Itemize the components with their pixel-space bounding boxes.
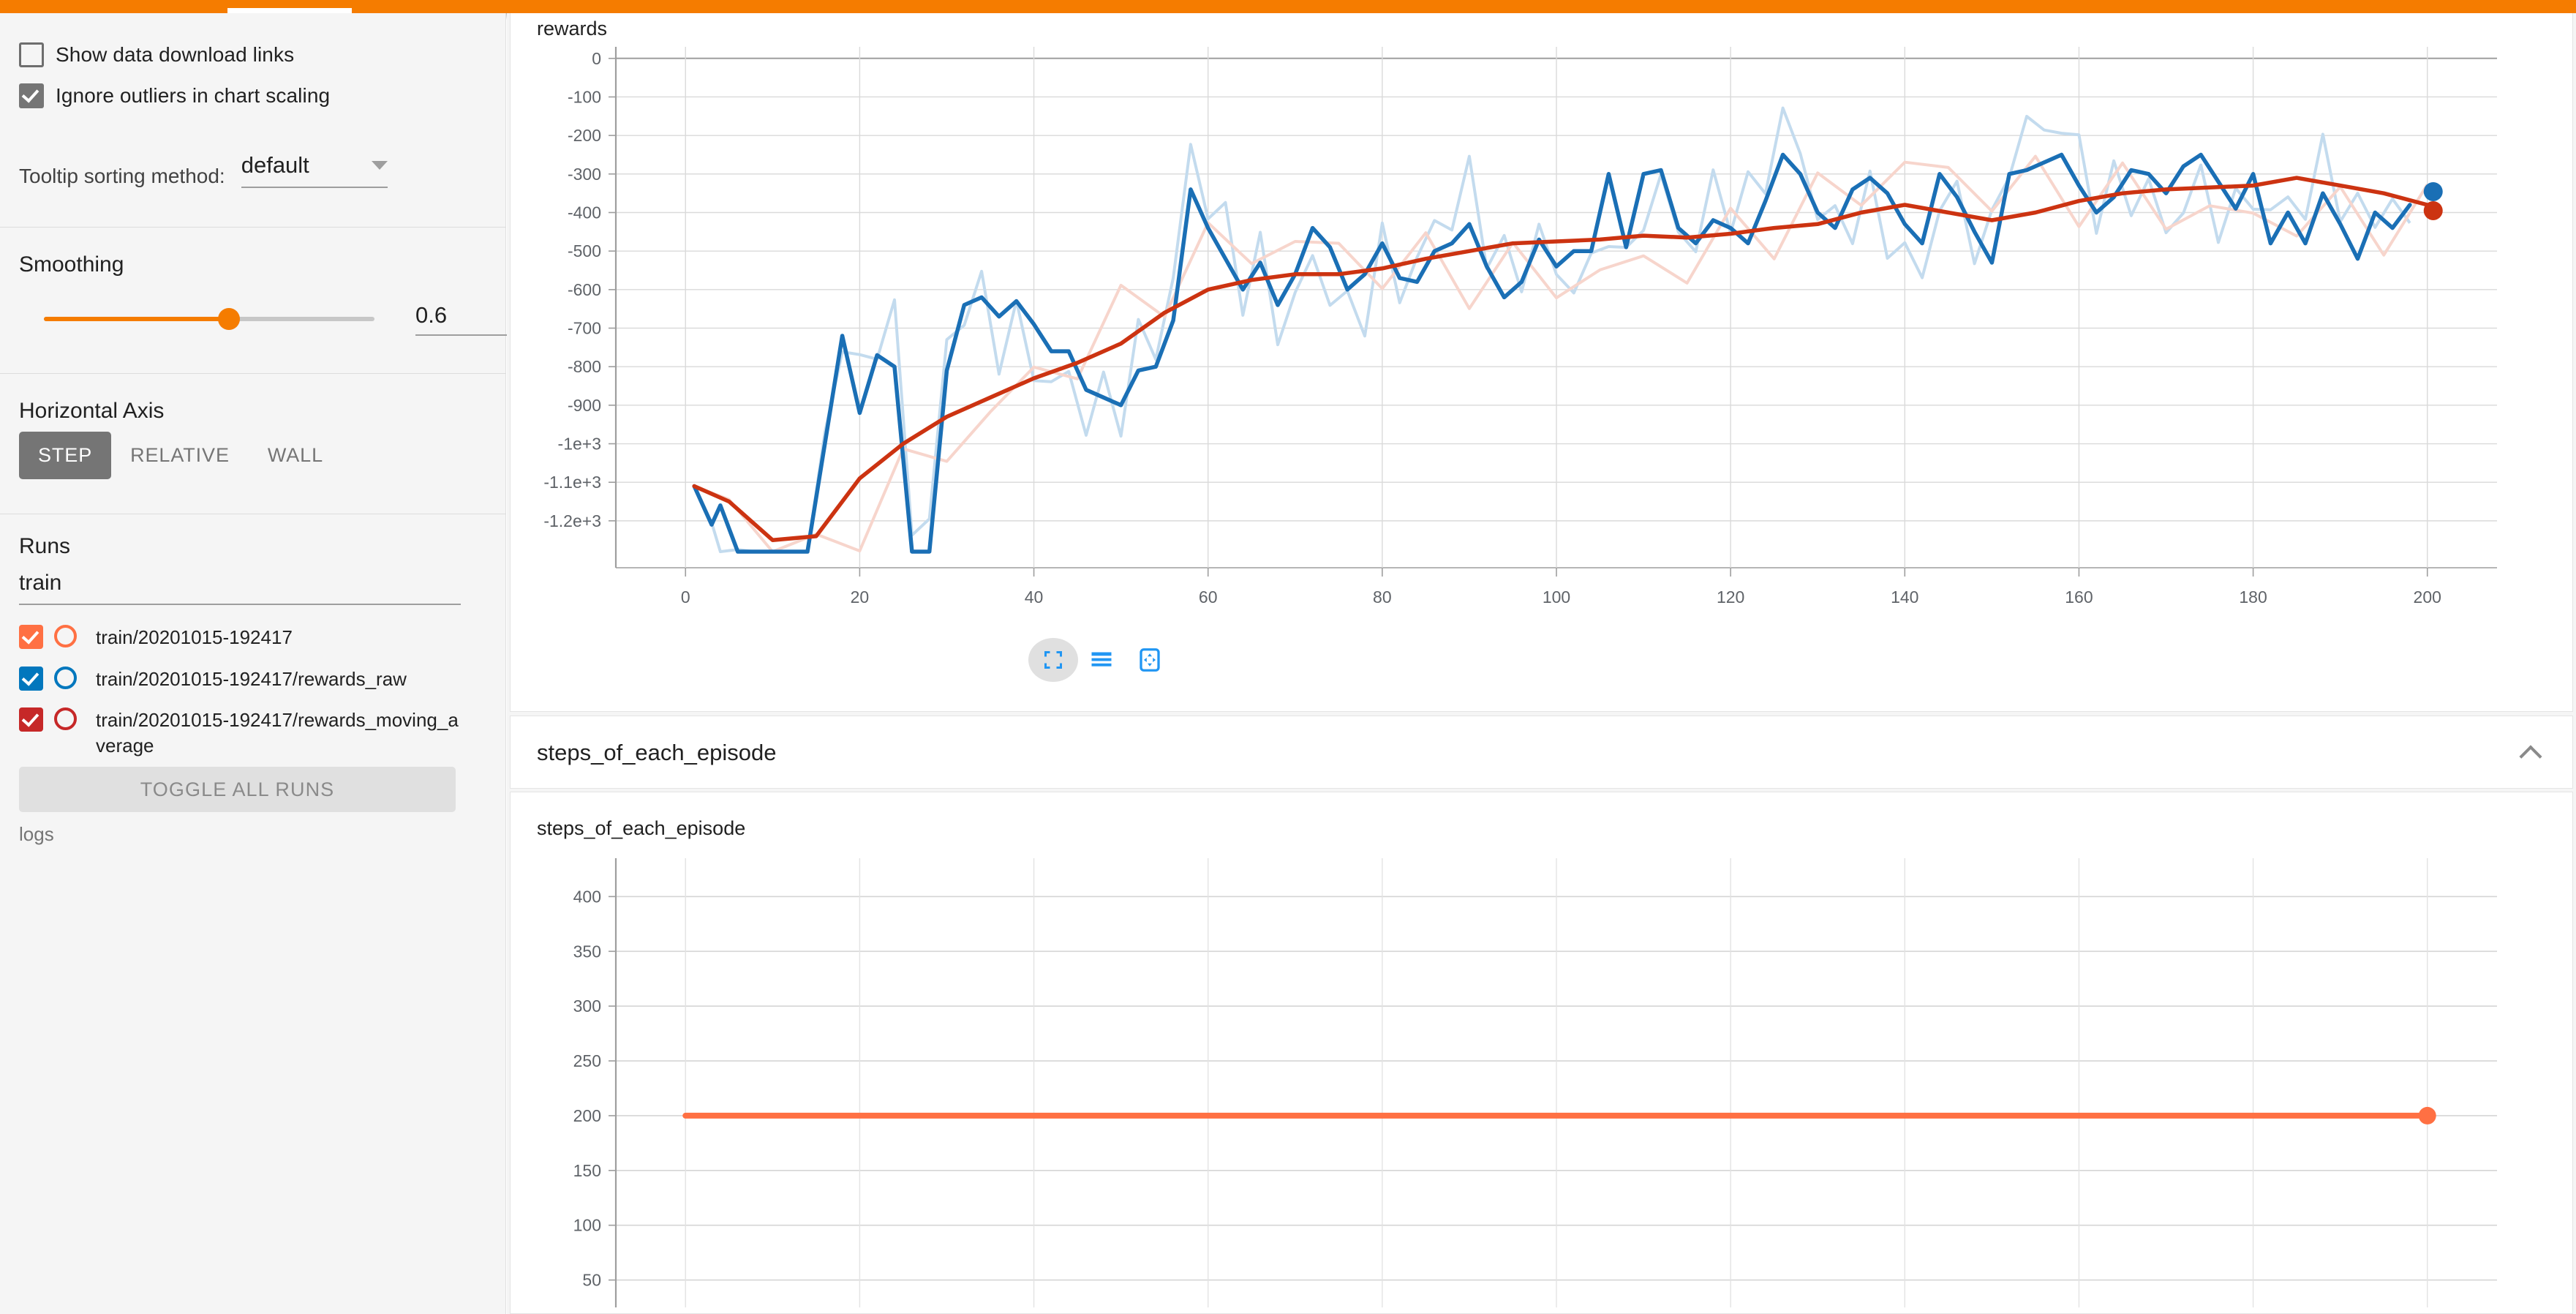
run-color-circle-icon[interactable] <box>54 625 77 647</box>
chevron-up-icon[interactable] <box>2523 744 2540 762</box>
fullscreen-icon-highlight <box>1028 638 1078 682</box>
toggle-all-runs-button[interactable]: TOGGLE ALL RUNS <box>19 767 456 812</box>
smoothing-slider-fill <box>44 317 230 321</box>
svg-text:20: 20 <box>851 587 870 607</box>
run-list: train/20201015-192417 train/20201015-192… <box>19 625 472 774</box>
tooltip-sorting-label: Tooltip sorting method: <box>19 165 225 187</box>
steps-chart-card: steps_of_each_episode 400 350 300 250 200 150… <box>510 792 2573 1314</box>
tooltip-sorting-row: Tooltip sorting method: default <box>19 152 388 188</box>
svg-text:300: 300 <box>573 996 601 1015</box>
rewards-chart-title: rewards <box>537 18 608 40</box>
steps-section-header-card[interactable]: steps_of_each_episode <box>510 716 2573 789</box>
horizontal-axis-title: Horizontal Axis <box>19 399 165 423</box>
data-table-icon[interactable] <box>1088 647 1115 673</box>
run-color-circle-icon[interactable] <box>54 707 77 731</box>
run-checkbox[interactable] <box>19 625 43 649</box>
svg-text:0: 0 <box>592 49 601 68</box>
runs-title: Runs <box>19 534 71 558</box>
run-label: train/20201015-192417 <box>96 626 293 648</box>
run-item[interactable]: train/20201015-192417/rewards_raw <box>19 666 472 692</box>
steps-chart-title: steps_of_each_episode <box>537 817 746 839</box>
svg-text:-300: -300 <box>568 165 601 184</box>
ignore-outliers-row[interactable]: Ignore outliers in chart scaling <box>19 83 330 108</box>
svg-text:-800: -800 <box>568 357 601 376</box>
horizontal-axis-buttons: STEP RELATIVE WALL <box>19 432 342 479</box>
run-item[interactable]: train/20201015-192417/rewards_moving_ave… <box>19 707 472 758</box>
haxis-wall-button[interactable]: WALL <box>267 444 323 466</box>
show-data-download-links-label: Show data download links <box>56 43 295 66</box>
divider <box>0 227 506 228</box>
smoothing-title: Smoothing <box>19 252 124 277</box>
svg-text:200: 200 <box>2414 587 2441 607</box>
svg-text:0: 0 <box>681 587 690 607</box>
svg-text:350: 350 <box>573 942 601 961</box>
svg-text:-600: -600 <box>568 280 601 299</box>
svg-text:-900: -900 <box>568 396 601 415</box>
svg-text:-1.1e+3: -1.1e+3 <box>543 473 601 492</box>
smoothing-slider-thumb[interactable] <box>218 308 240 330</box>
svg-text:180: 180 <box>2239 587 2267 607</box>
svg-text:140: 140 <box>1891 587 1918 607</box>
chevron-down-icon <box>371 161 388 170</box>
steps-section-title: steps_of_each_episode <box>537 740 777 765</box>
chart-toolbar <box>1028 638 1185 682</box>
run-checkbox[interactable] <box>19 707 43 732</box>
smoothing-slider[interactable] <box>44 308 374 330</box>
steps-section-header[interactable]: steps_of_each_episode <box>511 716 2574 789</box>
check-icon <box>21 85 39 103</box>
svg-text:80: 80 <box>1373 587 1392 607</box>
svg-text:-100: -100 <box>568 87 601 106</box>
svg-text:-1.2e+3: -1.2e+3 <box>543 511 601 530</box>
run-label: train/20201015-192417/rewards_raw <box>96 667 407 690</box>
check-icon <box>21 709 39 727</box>
toggle-all-runs-label: TOGGLE ALL RUNS <box>140 778 335 800</box>
main-content: rewards 0 -100 -200 -300 -400 -500 -600 -700 -80… <box>507 13 2576 1314</box>
tooltip-sorting-select[interactable]: default <box>241 152 388 188</box>
svg-text:50: 50 <box>582 1271 601 1290</box>
run-filter-value: train <box>19 571 62 595</box>
tooltip-sorting-value: default <box>241 152 309 178</box>
run-item[interactable]: train/20201015-192417 <box>19 625 472 650</box>
pan-icon[interactable] <box>1137 647 1163 673</box>
show-data-download-links-row[interactable]: Show data download links <box>19 42 294 67</box>
fullscreen-icon[interactable] <box>1028 638 1078 682</box>
svg-text:-1e+3: -1e+3 <box>558 435 601 454</box>
smoothing-value: 0.6 <box>415 302 448 328</box>
top-app-bar <box>0 0 2576 13</box>
svg-text:-200: -200 <box>568 126 601 145</box>
svg-text:-700: -700 <box>568 319 601 338</box>
svg-text:100: 100 <box>573 1216 601 1235</box>
svg-text:400: 400 <box>573 887 601 906</box>
check-icon <box>21 626 39 645</box>
smoothing-control: 0.6 <box>44 302 518 336</box>
svg-text:250: 250 <box>573 1051 601 1070</box>
svg-text:120: 120 <box>1717 587 1744 607</box>
ignore-outliers-label: Ignore outliers in chart scaling <box>56 84 331 107</box>
divider <box>0 373 506 374</box>
run-color-circle-icon[interactable] <box>54 666 77 689</box>
check-icon <box>21 667 39 686</box>
svg-text:-400: -400 <box>568 203 601 222</box>
svg-text:60: 60 <box>1199 587 1218 607</box>
logs-label: logs <box>19 823 54 845</box>
smoothing-value-field[interactable]: 0.6 <box>415 302 518 336</box>
show-data-download-links-checkbox[interactable] <box>19 42 44 67</box>
rewards-chart-plot[interactable]: 0 -100 -200 -300 -400 -500 -600 -700 -800 -900 -1e… <box>530 40 2519 625</box>
svg-text:150: 150 <box>573 1161 601 1180</box>
run-checkbox[interactable] <box>19 666 43 691</box>
run-label: train/20201015-192417/rewards_moving_ave… <box>96 709 459 757</box>
active-tab-indicator <box>227 8 352 13</box>
svg-text:40: 40 <box>1025 587 1044 607</box>
haxis-relative-button[interactable]: RELATIVE <box>130 444 230 466</box>
haxis-step-button[interactable]: STEP <box>19 432 112 479</box>
steps-chart-plot[interactable]: 400 350 300 250 200 150 100 50 <box>530 851 2519 1314</box>
svg-text:100: 100 <box>1543 587 1570 607</box>
ignore-outliers-checkbox[interactable] <box>19 83 44 108</box>
svg-text:200: 200 <box>573 1106 601 1125</box>
svg-text:-500: -500 <box>568 241 601 260</box>
settings-sidebar: Show data download links Ignore outliers… <box>0 13 518 1314</box>
rewards-chart-card: rewards 0 -100 -200 -300 -400 -500 -600 -700 -80… <box>510 13 2573 712</box>
svg-text:160: 160 <box>2065 587 2093 607</box>
run-filter-input[interactable]: train <box>19 571 461 605</box>
